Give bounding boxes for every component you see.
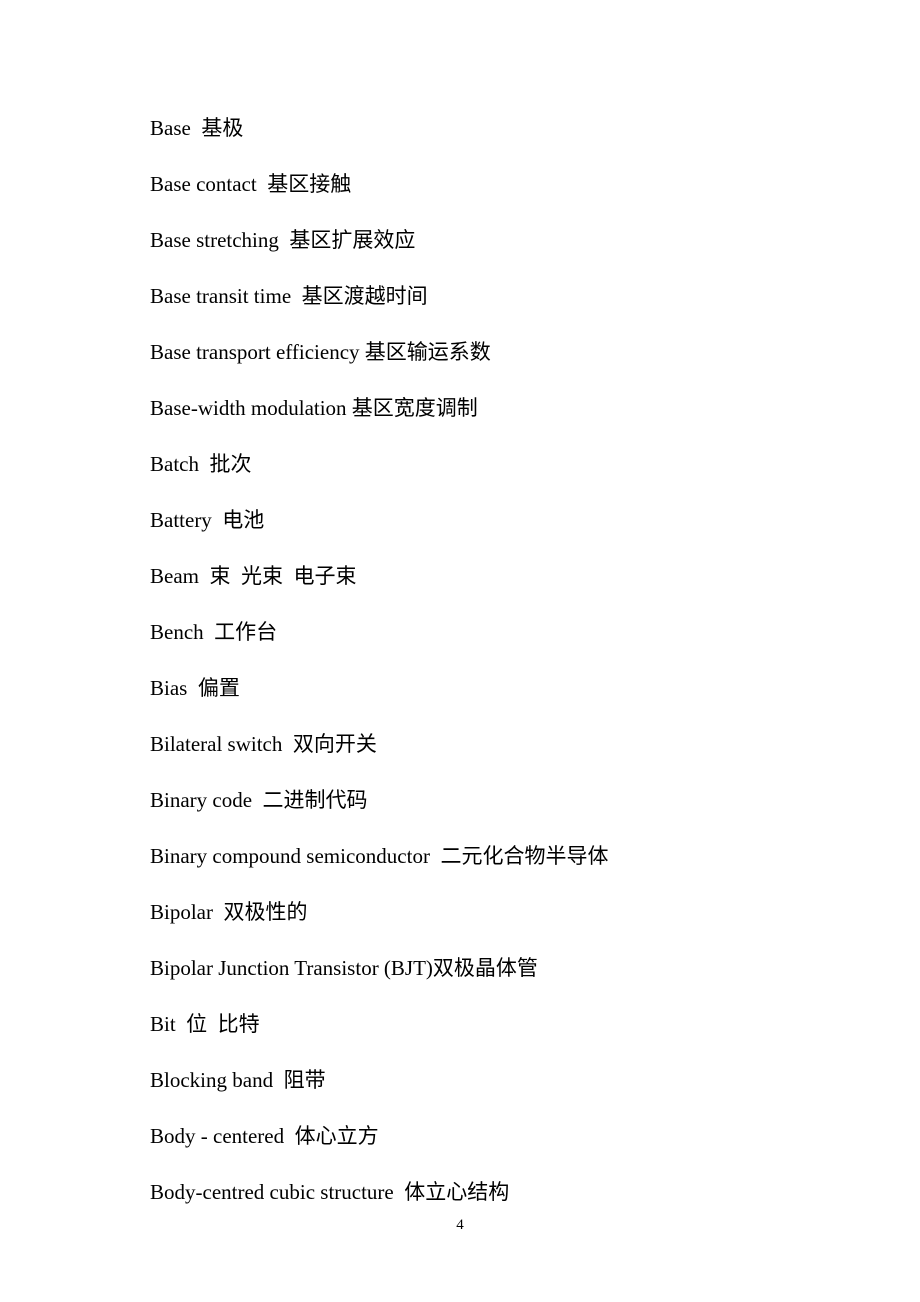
glossary-entry: Bipolar Junction Transistor (BJT)双极晶体管 xyxy=(150,958,800,979)
glossary-entry: Bilateral switch 双向开关 xyxy=(150,734,800,755)
glossary-entry: Bit 位 比特 xyxy=(150,1014,800,1035)
glossary-entry: Binary compound semiconductor 二元化合物半导体 xyxy=(150,846,800,867)
glossary-entry: Body - centered 体心立方 xyxy=(150,1126,800,1147)
glossary-entry: Binary code 二进制代码 xyxy=(150,790,800,811)
glossary-entry: Base transit time 基区渡越时间 xyxy=(150,286,800,307)
glossary-entry: Base 基极 xyxy=(150,118,800,139)
page-number: 4 xyxy=(0,1217,920,1234)
glossary-entry: Body-centred cubic structure 体立心结构 xyxy=(150,1182,800,1203)
glossary-entry: Base-width modulation 基区宽度调制 xyxy=(150,398,800,419)
glossary-entry: Battery 电池 xyxy=(150,510,800,531)
glossary-entry: Beam 束 光束 电子束 xyxy=(150,566,800,587)
document-page: Base 基极 Base contact 基区接触 Base stretchin… xyxy=(0,0,920,1302)
glossary-entry: Base transport efficiency 基区输运系数 xyxy=(150,342,800,363)
glossary-entry: Bench 工作台 xyxy=(150,622,800,643)
glossary-entry: Base stretching 基区扩展效应 xyxy=(150,230,800,251)
glossary-entry: Batch 批次 xyxy=(150,454,800,475)
glossary-entry: Bipolar 双极性的 xyxy=(150,902,800,923)
glossary-entry: Bias 偏置 xyxy=(150,678,800,699)
glossary-entry: Base contact 基区接触 xyxy=(150,174,800,195)
glossary-entry: Blocking band 阻带 xyxy=(150,1070,800,1091)
